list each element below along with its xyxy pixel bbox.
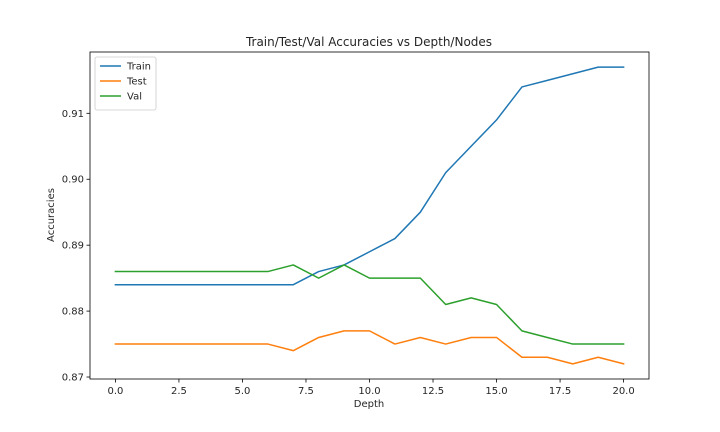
y-tick-label: 0.91 xyxy=(62,109,84,120)
series-line-train xyxy=(114,66,625,286)
series-line-val xyxy=(114,264,625,345)
y-axis-label: Accuracies xyxy=(46,188,57,242)
y-tick-label: 0.90 xyxy=(62,175,84,186)
x-tick-label: 7.5 xyxy=(298,386,314,397)
x-tick-label: 12.5 xyxy=(422,386,444,397)
y-tick-label: 0.88 xyxy=(62,307,84,318)
series-line-test xyxy=(114,330,625,365)
y-tick-label: 0.89 xyxy=(62,241,84,252)
legend-label-val: Val xyxy=(127,92,142,103)
x-tick-label: 15.0 xyxy=(485,386,507,397)
x-tick-label: 5.0 xyxy=(235,386,251,397)
x-tick-label: 0.0 xyxy=(107,386,123,397)
plot-area xyxy=(114,66,625,365)
x-axis: 0.0 2.5 5.0 7.5 10.0 12.5 15.0 17.5 20.0 xyxy=(107,379,635,397)
x-tick-label: 2.5 xyxy=(171,386,187,397)
legend-label-test: Test xyxy=(126,77,147,88)
y-axis: 0.87 0.88 0.89 0.90 0.91 xyxy=(62,109,90,384)
chart-title: Train/Test/Val Accuracies vs Depth/Nodes xyxy=(245,35,492,49)
plot-frame xyxy=(89,51,650,380)
y-tick-label: 0.87 xyxy=(62,373,84,384)
x-tick-label: 17.5 xyxy=(549,386,571,397)
legend-label-train: Train xyxy=(126,62,151,73)
legend: Train Test Val xyxy=(94,56,157,111)
x-tick-label: 20.0 xyxy=(612,386,634,397)
x-axis-label: Depth xyxy=(354,399,384,410)
x-tick-label: 10.0 xyxy=(358,386,380,397)
